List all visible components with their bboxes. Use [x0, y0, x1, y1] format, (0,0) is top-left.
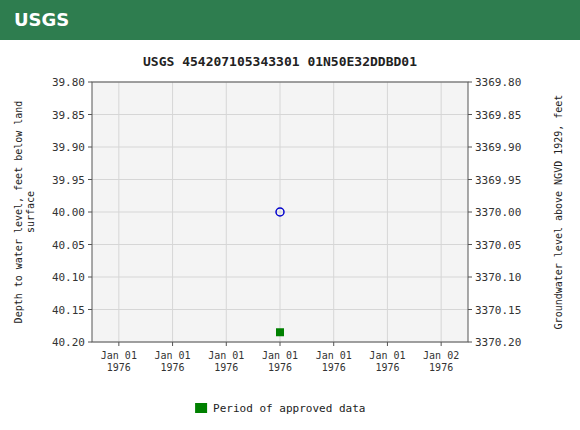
- tick-label: 40.00: [52, 206, 85, 219]
- tick-mark: [226, 342, 227, 346]
- tick-mark: [88, 114, 92, 115]
- text-line: Jan 01: [316, 350, 352, 361]
- text-line: 1976: [214, 362, 238, 373]
- tick-mark: [88, 212, 92, 213]
- data-point: [276, 208, 284, 216]
- text-line: Jan 02: [423, 350, 459, 361]
- tick-label: 3370.05: [475, 239, 521, 252]
- tick-label: 3370.20: [475, 336, 521, 349]
- grid-line: [441, 82, 442, 342]
- tick-mark: [468, 277, 472, 278]
- title: USGS 454207105343301 01N50E32DDBD01: [143, 54, 417, 69]
- tick-mark: [280, 342, 281, 346]
- axis-label: Depth to water level, feet below landsur…: [13, 101, 36, 324]
- grid-line: [387, 82, 388, 342]
- tick-mark: [468, 244, 472, 245]
- tick-label: Jan 011976: [101, 350, 137, 373]
- tick-label: 3369.90: [475, 141, 521, 154]
- marks: [276, 208, 284, 336]
- tick-label: 40.10: [52, 271, 85, 284]
- header-text: USGS: [14, 9, 69, 30]
- tick-label: Jan 011976: [262, 350, 298, 373]
- legend: Period of approved data: [195, 402, 365, 415]
- tick-label: 40.15: [52, 304, 85, 317]
- data-point: [276, 328, 284, 336]
- tick-label: Jan 011976: [208, 350, 244, 373]
- tick-mark: [441, 342, 442, 346]
- tick-mark: [468, 342, 472, 343]
- grid-line: [172, 82, 173, 342]
- tick-mark: [88, 179, 92, 180]
- tick-mark: [88, 309, 92, 310]
- tick-mark: [88, 342, 92, 343]
- grid-line: [118, 82, 119, 342]
- text-line: 1976: [107, 362, 131, 373]
- tick-label: 40.05: [52, 239, 85, 252]
- tick-label: 39.95: [52, 174, 85, 187]
- grid-line: [226, 82, 227, 342]
- tick-mark: [387, 342, 388, 346]
- text-line: 1976: [268, 362, 292, 373]
- text-line: Depth to water level, feet below land: [13, 101, 24, 324]
- tick-label: 40.20: [52, 336, 85, 349]
- text-line: Jan 01: [101, 350, 137, 361]
- text-line: surface: [25, 191, 36, 233]
- plot-frame: [92, 82, 468, 342]
- chart: USGS USGS 454207105343301 01N50E32DDBD01 3…: [0, 0, 580, 430]
- text-line: Jan 01: [208, 350, 244, 361]
- tick-label: 39.90: [52, 141, 85, 154]
- tick-label: Jan 011976: [369, 350, 405, 373]
- text-line: 1976: [429, 362, 453, 373]
- plot-background: [92, 82, 468, 342]
- tick-label: 3369.95: [475, 174, 521, 187]
- tick-label: 3370.00: [475, 206, 521, 219]
- tick-label: 3369.80: [475, 76, 521, 89]
- tick-label: 3370.10: [475, 271, 521, 284]
- text-line: Jan 01: [155, 350, 191, 361]
- tick-label: Jan 011976: [155, 350, 191, 373]
- tick-mark: [468, 114, 472, 115]
- grid-line: [280, 82, 281, 342]
- legend-swatch: [195, 403, 207, 413]
- text-line: 1976: [161, 362, 185, 373]
- tick-mark: [468, 82, 472, 83]
- tick-mark: [88, 82, 92, 83]
- tick-mark: [468, 147, 472, 148]
- tick-label: 3369.85: [475, 109, 521, 122]
- tick-mark: [333, 342, 334, 346]
- text-line: 1976: [375, 362, 399, 373]
- tick-label: 39.85: [52, 109, 85, 122]
- tick-label: Jan 021976: [423, 350, 459, 373]
- tick-label: 39.80: [52, 76, 85, 89]
- axis-label: Groundwater level above NGVD 1929, feet: [553, 95, 564, 330]
- text-line: Jan 01: [369, 350, 405, 361]
- tick-label: 3370.15: [475, 304, 521, 317]
- tick-label: Jan 011976: [316, 350, 352, 373]
- legend-label: Period of approved data: [213, 402, 365, 415]
- tick-mark: [88, 147, 92, 148]
- tick-mark: [88, 244, 92, 245]
- tick-mark: [468, 212, 472, 213]
- tick-mark: [468, 309, 472, 310]
- text-line: 1976: [322, 362, 346, 373]
- grid-line: [333, 82, 334, 342]
- tick-mark: [172, 342, 173, 346]
- tick-mark: [118, 342, 119, 346]
- tick-mark: [468, 179, 472, 180]
- header-bar: [0, 0, 580, 40]
- tick-mark: [88, 277, 92, 278]
- text-line: Jan 01: [262, 350, 298, 361]
